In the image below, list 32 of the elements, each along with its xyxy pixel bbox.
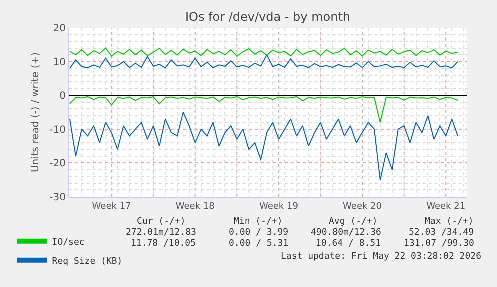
y-tick-label: -30 — [50, 192, 66, 204]
text: 0.00 / 5.31 — [229, 239, 289, 249]
text: Avg (-/+) — [329, 217, 378, 227]
text: 52.03 /34.49 — [409, 228, 474, 238]
text: 0.00 / 3.99 — [229, 228, 289, 238]
y-axis-title: Units read (-) / write (+) — [30, 52, 42, 173]
x-tick-label: Week 17 — [92, 202, 132, 212]
legend-label: IO/sec — [52, 238, 85, 248]
line-series — [69, 48, 459, 57]
chart-title: IOs for /dev/vda - by month — [185, 10, 351, 24]
x-tick-label: Week 19 — [259, 202, 299, 212]
x-tick-label: Week 21 — [426, 202, 466, 212]
text: 11.78 /10.05 — [131, 239, 196, 249]
y-tick-label: 20 — [53, 24, 66, 34]
x-tick-label: Week 20 — [343, 202, 382, 212]
text: Min (-/+) — [234, 217, 283, 227]
legend-label: Req Size (KB) — [52, 256, 123, 267]
text: 10.64 / 8.51 — [316, 239, 382, 249]
line-series — [69, 54, 459, 70]
y-tick-label: -20 — [50, 158, 66, 170]
text: Last update: Fri May 22 03:28:02 2026 — [281, 252, 482, 262]
x-tick-label: Week 18 — [176, 202, 216, 212]
text: Cur (-/+) — [137, 217, 186, 227]
y-tick-label: -10 — [50, 124, 66, 136]
y-tick-label: 10 — [53, 57, 66, 68]
y-tick-label: 0 — [60, 91, 66, 102]
text: Max (-/+) — [425, 217, 474, 227]
line-series — [69, 96, 459, 124]
text: 490.80m/12.36 — [311, 228, 382, 238]
text: 272.01m/12.83 — [126, 228, 196, 238]
line-series — [69, 112, 459, 181]
text: 131.07 /99.30 — [404, 239, 474, 249]
